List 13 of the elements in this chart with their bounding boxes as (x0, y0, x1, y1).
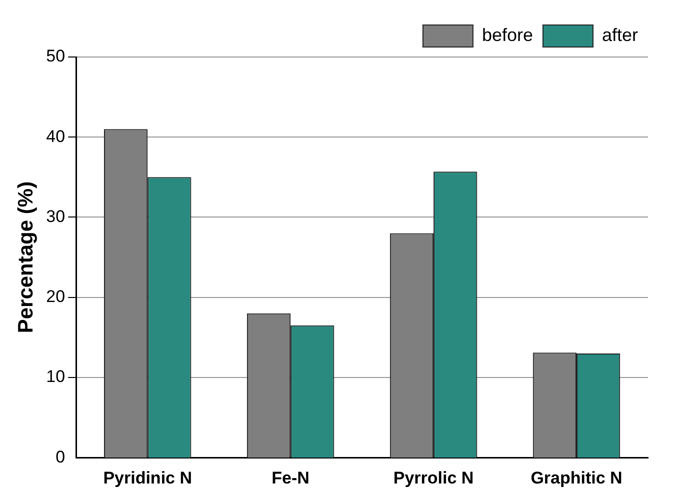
y-tick-label: 20 (46, 287, 66, 306)
x-tick-label: Graphitic N (530, 468, 622, 488)
y-tick-label: 0 (56, 447, 66, 466)
x-tick-label: Pyrrolic N (393, 468, 474, 488)
y-tick-label: 30 (46, 206, 66, 226)
y-tick-label: 50 (46, 46, 66, 66)
y-tick-label: 40 (46, 126, 66, 146)
legend-label: after (602, 24, 638, 45)
x-tick-label: Fe-N (272, 468, 310, 488)
x-tick-label: Pyridinic N (103, 468, 192, 488)
y-tick-label: 10 (46, 367, 66, 386)
legend-label: before (482, 24, 533, 45)
y-axis-title: Percentage (%) (14, 181, 38, 334)
